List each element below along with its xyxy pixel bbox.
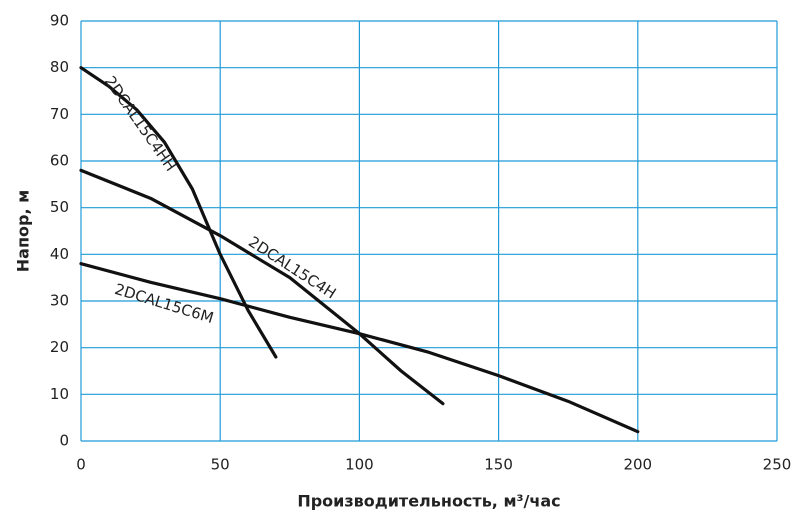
series-label: 2DCAL15C4H	[245, 233, 339, 303]
y-axis-title: Напор, м	[14, 190, 33, 272]
x-tick-label: 200	[623, 456, 652, 474]
y-tick-label: 10	[50, 385, 69, 403]
y-tick-label: 90	[50, 12, 69, 30]
x-tick-label: 150	[484, 456, 513, 474]
y-tick-label: 80	[50, 58, 69, 76]
x-tick-label: 250	[763, 456, 792, 474]
x-tick-label: 50	[211, 456, 230, 474]
series-line	[79, 262, 640, 434]
y-tick-label: 70	[50, 105, 69, 123]
y-tick-label: 40	[50, 245, 69, 263]
series-line	[79, 66, 278, 359]
y-tick-label: 60	[50, 152, 69, 170]
x-tick-label: 100	[345, 456, 374, 474]
y-tick-label: 20	[50, 338, 69, 356]
series-label: 2DCAL15C4HH	[101, 73, 180, 175]
y-tick-label: 50	[50, 198, 69, 216]
y-tick-label: 30	[50, 292, 69, 310]
y-tick-label: 0	[59, 432, 69, 450]
x-axis-title: Производительность, м³/час	[297, 492, 560, 511]
series-line	[79, 168, 445, 406]
x-tick-label: 0	[76, 456, 86, 474]
